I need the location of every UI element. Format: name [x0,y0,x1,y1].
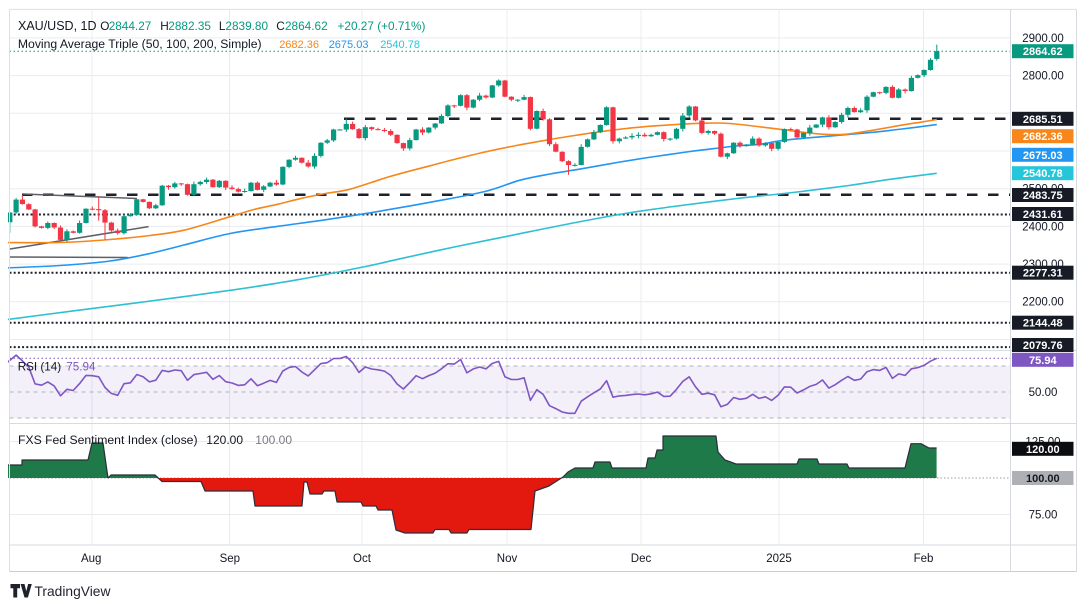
svg-text:2882.35: 2882.35 [168,19,211,33]
svg-text:100.00: 100.00 [255,433,292,447]
svg-text:FXS Fed Sentiment Index (close: FXS Fed Sentiment Index (close) [18,433,198,447]
svg-text:50.00: 50.00 [1029,387,1058,399]
svg-text:2400.00: 2400.00 [1022,221,1064,233]
svg-text:120.00: 120.00 [1026,444,1060,456]
svg-text:2200.00: 2200.00 [1022,297,1064,309]
svg-text:2277.31: 2277.31 [1023,268,1063,280]
svg-text:Nov: Nov [497,553,518,565]
svg-text:75.00: 75.00 [1029,509,1058,521]
svg-text:100.00: 100.00 [1026,473,1060,485]
svg-text:H: H [160,19,169,33]
svg-text:Aug: Aug [81,553,101,565]
svg-text:2675.03: 2675.03 [329,39,369,51]
svg-text:120.00: 120.00 [206,433,243,447]
svg-text:2675.03: 2675.03 [1023,150,1063,162]
svg-text:2540.78: 2540.78 [1023,168,1063,180]
svg-text:C: C [276,19,285,33]
svg-text:Sep: Sep [220,553,240,565]
svg-text:+20.27 (+0.71%): +20.27 (+0.71%) [338,19,426,33]
svg-text:2025: 2025 [766,553,792,565]
svg-text:2079.76: 2079.76 [1023,340,1063,352]
svg-text:Dec: Dec [631,553,652,565]
svg-text:Oct: Oct [353,553,372,565]
svg-text:75.94: 75.94 [66,360,96,373]
svg-text:XAU/USD, 1D: XAU/USD, 1D [18,19,97,33]
svg-text:Moving Average Triple (50, 100: Moving Average Triple (50, 100, 200, Sim… [18,37,262,51]
svg-text:2864.62: 2864.62 [1023,46,1063,58]
svg-text:2431.61: 2431.61 [1023,209,1063,221]
svg-text:Feb: Feb [914,553,934,565]
svg-text:2800.00: 2800.00 [1022,71,1064,83]
svg-text:2839.80: 2839.80 [225,19,268,33]
svg-text:75.94: 75.94 [1029,355,1057,367]
svg-text:2685.51: 2685.51 [1023,114,1063,126]
svg-text:2864.62: 2864.62 [285,19,328,33]
svg-text:TradingView: TradingView [35,584,111,599]
svg-text:2844.27: 2844.27 [109,19,152,33]
svg-text:L: L [219,19,226,33]
svg-text:2144.48: 2144.48 [1023,318,1063,330]
svg-text:2483.75: 2483.75 [1023,190,1063,202]
svg-text:RSI (14): RSI (14) [18,360,62,373]
svg-text:2682.36: 2682.36 [279,39,319,51]
svg-text:2682.36: 2682.36 [1023,131,1063,143]
svg-text:2900.00: 2900.00 [1022,33,1064,45]
svg-text:2540.78: 2540.78 [380,39,420,51]
svg-text:O: O [100,19,109,33]
